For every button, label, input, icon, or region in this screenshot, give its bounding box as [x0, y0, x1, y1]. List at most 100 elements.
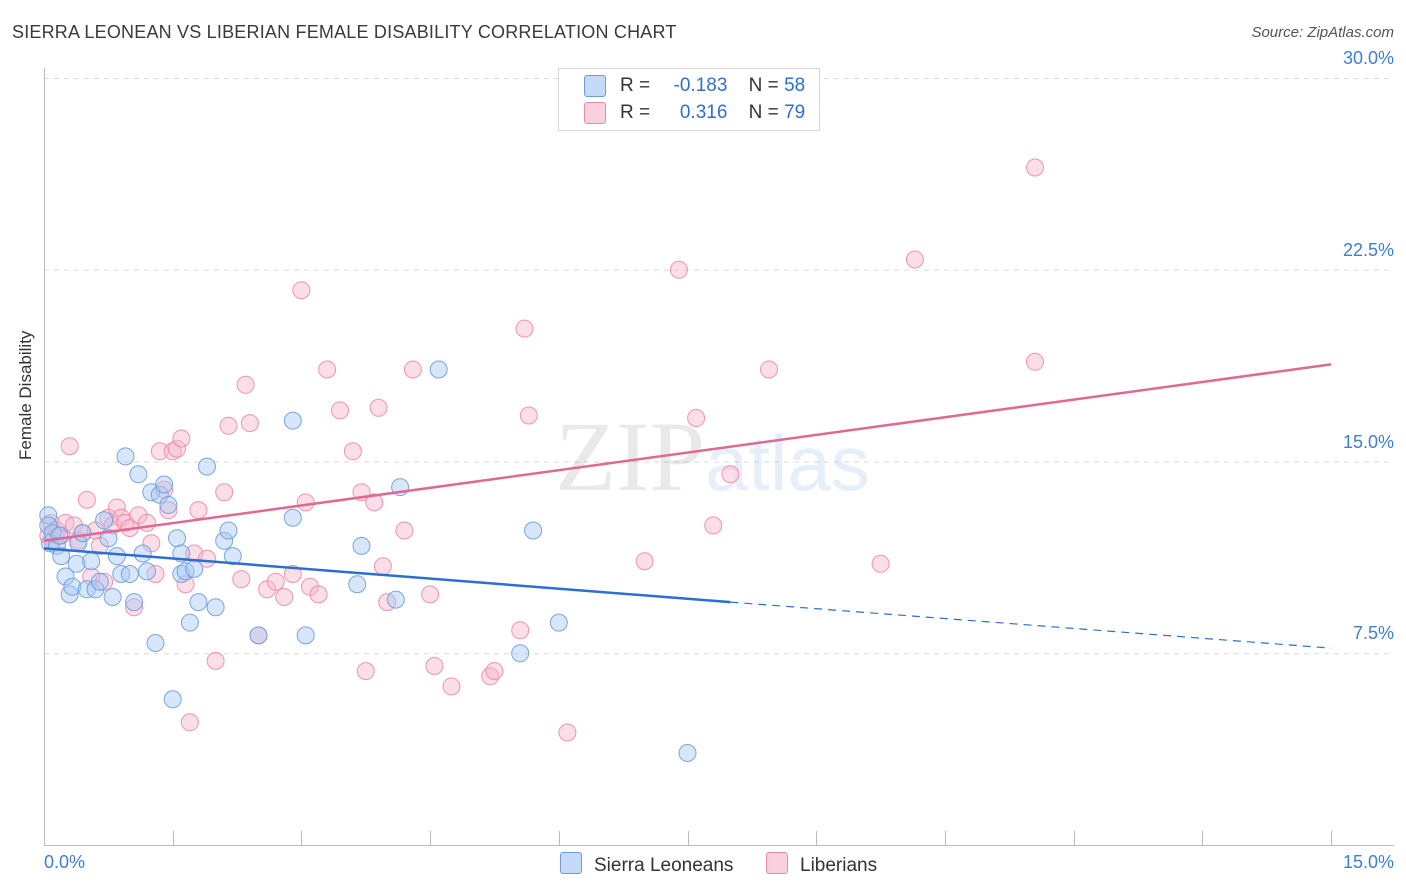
liberian-point — [150, 442, 169, 461]
liberian-point — [403, 360, 422, 379]
y-tick-label: 30.0% — [1342, 48, 1394, 68]
liberian-point — [180, 713, 199, 732]
liberian-point — [1026, 158, 1044, 177]
sierra-leonean-point — [90, 572, 109, 591]
liberian-point — [442, 677, 461, 696]
sierra-leonean-point — [223, 547, 242, 566]
sierra-leonean-point — [549, 613, 568, 632]
x-tick-max: 15.0% — [1342, 852, 1394, 872]
liberian-point — [283, 565, 302, 583]
liberian-point — [266, 572, 285, 591]
y-tick-label: 7.5% — [1352, 623, 1394, 644]
sierra-leonean-point — [206, 598, 225, 617]
sierra-leonean-point — [296, 626, 315, 645]
sierra-leonean-point — [138, 562, 156, 581]
sierra-leonean-point — [189, 593, 208, 612]
sierra-leonean-point — [185, 559, 204, 578]
liberian-point — [168, 439, 186, 458]
legend-n-label: N = — [748, 75, 779, 97]
liberian-point — [172, 429, 191, 448]
sierra-leonean-point — [386, 590, 405, 609]
axes — [44, 68, 1394, 846]
legend-item-sierra-leoneans[interactable]: Sierra Leoneans — [560, 852, 733, 877]
legend-r-label: R = — [620, 75, 651, 97]
sierra-leonean-point — [73, 524, 92, 543]
sierra-leonean-point — [163, 690, 182, 709]
legend-swatch-pink — [766, 852, 788, 874]
sierra-leonean-point — [429, 360, 448, 379]
sierra-leonean-point — [95, 511, 114, 530]
liberian-point — [219, 416, 238, 435]
sierra-leonean-point — [129, 465, 148, 484]
sierra-leonean-point — [249, 626, 268, 645]
liberian-point — [871, 554, 890, 573]
sierra-leonean-point — [511, 644, 530, 663]
liberian-point — [318, 360, 337, 379]
chart-title: SIERRA LEONEAN VS LIBERIAN FEMALE DISABI… — [12, 22, 677, 42]
liberian-point — [296, 493, 315, 512]
liberian-point — [343, 442, 362, 461]
legend-r-label: R = — [620, 102, 651, 124]
watermark: ZIP atlas — [555, 401, 870, 512]
liberian-point — [365, 493, 384, 512]
sierra-leonean-point — [146, 634, 165, 652]
liberian-point — [189, 501, 208, 520]
sierra-leonean-point — [198, 457, 216, 476]
sierra-leonean-point — [283, 411, 302, 430]
sierra-leonean-point — [168, 529, 186, 548]
liberian-point — [107, 498, 126, 517]
legend-item-liberians[interactable]: Liberians — [766, 852, 877, 877]
liberian-point — [511, 621, 530, 640]
legend-label-liberians: Liberians — [800, 855, 878, 876]
liberian-point — [275, 588, 294, 606]
legend-r-value: -0.183 — [673, 75, 728, 97]
sierra-leonean-point — [133, 544, 152, 563]
grid-lines — [44, 78, 1394, 655]
liberian-point — [519, 406, 538, 425]
sierra-leonean-point — [52, 547, 71, 566]
legend-swatch-blue — [560, 852, 582, 874]
liberian-point — [485, 662, 504, 681]
sierra-leonean-point — [524, 521, 543, 540]
sierra-leonean-point — [82, 552, 101, 571]
liberian-point — [425, 657, 444, 675]
liberian-point — [215, 483, 234, 502]
liberian-point — [721, 465, 740, 484]
liberian-point — [669, 260, 688, 279]
liberian-point — [159, 501, 178, 520]
legend-label-sierra-leoneans: Sierra Leoneans — [594, 855, 734, 876]
liberian-point — [515, 319, 534, 338]
sierra-leonean-point — [39, 506, 58, 525]
x-tick-min: 0.0% — [44, 852, 86, 872]
sierra-leonean-point — [120, 565, 139, 583]
sierra-leonean-point — [125, 593, 144, 612]
sierra-leonean-point — [352, 536, 371, 555]
legend-n-value: 79 — [784, 102, 806, 124]
sierra-leonean-point — [116, 447, 135, 466]
y-axis-label: Female Disability — [16, 330, 35, 460]
liberian-point — [369, 398, 388, 417]
sierra-leonean-point — [215, 531, 234, 550]
liberian-point — [558, 723, 577, 742]
liberian-point — [760, 360, 778, 379]
sierra-leonean-point — [67, 554, 86, 573]
liberian-point — [373, 557, 392, 576]
watermark-zip: ZIP — [555, 401, 705, 512]
sierra-leonean-point — [56, 567, 75, 586]
sierra-leonean-point — [99, 529, 118, 548]
source-label: Source: ZipAtlas.com — [1251, 24, 1394, 41]
watermark-atlas: atlas — [705, 419, 870, 507]
liberian-point — [421, 585, 440, 604]
sierra-leonean-point — [283, 508, 302, 527]
liberian-point — [236, 375, 255, 394]
liberian-point — [206, 651, 225, 670]
liberian-point — [240, 414, 259, 433]
liberian-point — [292, 281, 311, 300]
legend-swatch-pink — [584, 102, 606, 124]
liberian-point — [635, 552, 654, 571]
sierra-leonean-point — [103, 588, 122, 606]
sierra-leonean-point — [348, 575, 367, 594]
sierra-leonean-point — [50, 526, 69, 545]
liberian-point — [138, 513, 156, 532]
